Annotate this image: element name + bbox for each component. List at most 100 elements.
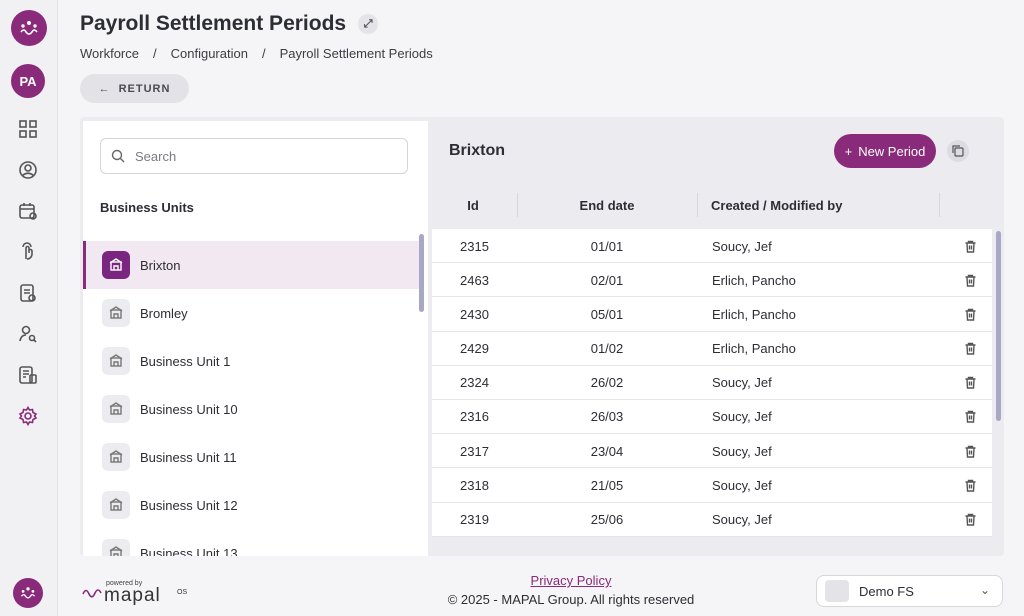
business-units-list: Brixton Bromley Business Unit 1 Business… <box>83 241 419 556</box>
cell-id: 2324 <box>460 375 489 391</box>
trash-icon[interactable] <box>962 297 978 331</box>
table-scrollbar[interactable] <box>996 231 1001 421</box>
page-title-text: Payroll Settlement Periods <box>80 12 347 35</box>
list-item[interactable]: Bromley <box>83 289 419 337</box>
bottom-app-logo[interactable] <box>13 578 43 608</box>
list-scrollbar[interactable] <box>419 234 424 312</box>
brand-logo: mapal <box>104 585 161 606</box>
expand-icon[interactable]: ⤢ <box>358 14 379 34</box>
trash-icon[interactable] <box>962 366 978 400</box>
column-divider <box>697 193 698 217</box>
table-row[interactable]: 2316 26/03 Soucy, Jef <box>432 399 992 435</box>
trash-icon[interactable] <box>962 229 978 263</box>
document-icon[interactable] <box>17 282 39 304</box>
trash-icon[interactable] <box>962 400 978 434</box>
table-row[interactable]: 2319 25/06 Soucy, Jef <box>432 502 992 537</box>
cell-created-by: Erlich, Pancho <box>712 341 796 357</box>
table-row[interactable]: 2463 02/01 Erlich, Pancho <box>432 263 992 298</box>
privacy-policy-link[interactable]: Privacy Policy <box>530 573 612 588</box>
column-header-end-date[interactable]: End date <box>579 197 635 213</box>
search-icon <box>111 149 125 163</box>
cell-end-date: 21/05 <box>590 477 624 493</box>
list-item[interactable]: Business Unit 1 <box>83 337 419 385</box>
touch-icon[interactable] <box>17 241 39 263</box>
table-row[interactable]: 2429 01/02 Erlich, Pancho <box>432 331 992 366</box>
people-logo-icon <box>20 587 36 599</box>
dashboard-icon[interactable] <box>17 118 39 140</box>
table-row[interactable]: 2430 05/01 Erlich, Pancho <box>432 297 992 332</box>
people-logo-icon <box>20 21 38 35</box>
company-name: Demo FS <box>859 583 914 599</box>
building-icon <box>102 395 130 423</box>
cell-end-date: 01/02 <box>590 341 624 357</box>
cell-created-by: Soucy, Jef <box>712 477 772 493</box>
cell-created-by: Erlich, Pancho <box>712 272 796 288</box>
new-period-label: New Period <box>858 143 926 159</box>
trash-icon[interactable] <box>962 332 978 366</box>
list-item[interactable]: Business Unit 12 <box>83 481 419 529</box>
breadcrumb: Workforce / Configuration / Payroll Sett… <box>80 46 433 61</box>
cell-id: 2316 <box>460 409 489 425</box>
table-row[interactable]: 2324 26/02 Soucy, Jef <box>432 365 992 400</box>
user-search-icon[interactable] <box>17 323 39 345</box>
cell-end-date: 01/01 <box>590 238 624 254</box>
list-item-label: Business Unit 10 <box>140 401 238 417</box>
cell-end-date: 25/06 <box>590 512 624 527</box>
table-row[interactable]: 2315 01/01 Soucy, Jef <box>432 229 992 264</box>
list-item-label: Business Unit 1 <box>140 353 231 369</box>
trash-icon[interactable] <box>962 468 978 502</box>
copyright-text: © 2025 - MAPAL Group. All rights reserve… <box>447 592 695 607</box>
building-icon <box>102 539 130 556</box>
report-icon[interactable] <box>17 364 39 386</box>
selected-unit-title: Brixton <box>449 142 505 159</box>
gear-icon[interactable] <box>17 405 39 427</box>
building-icon <box>102 491 130 519</box>
column-header-id[interactable]: Id <box>467 197 479 213</box>
breadcrumb-separator: / <box>153 46 157 61</box>
list-item[interactable]: Business Unit 11 <box>83 433 419 481</box>
calendar-icon[interactable] <box>17 200 39 222</box>
table-header: Id End date Created / Modified by <box>429 188 1004 222</box>
breadcrumb-workforce[interactable]: Workforce <box>80 46 139 61</box>
cell-id: 2317 <box>460 443 489 459</box>
list-item[interactable]: Business Unit 10 <box>83 385 419 433</box>
table-row[interactable]: 2317 23/04 Soucy, Jef <box>432 434 992 469</box>
return-button[interactable]: ← RETURN <box>80 74 189 103</box>
list-item-label: Bromley <box>140 305 188 321</box>
arrow-left-icon: ← <box>98 82 111 95</box>
trash-icon[interactable] <box>962 503 978 537</box>
breadcrumb-current: Payroll Settlement Periods <box>279 46 433 61</box>
list-item[interactable]: Business Unit 13 <box>83 529 419 556</box>
periods-table-body: 2315 01/01 Soucy, Jef 2463 02/01 Erlich, Pan… <box>432 229 992 541</box>
list-item-label: Business Unit 12 <box>140 497 238 513</box>
user-icon[interactable] <box>17 159 39 181</box>
cell-id: 2318 <box>460 477 489 493</box>
avatar[interactable]: PA <box>11 64 45 98</box>
business-units-panel <box>83 121 428 556</box>
cell-created-by: Soucy, Jef <box>712 238 772 254</box>
company-selector[interactable]: Demo FS ⌄ <box>816 575 1003 607</box>
list-item-label: Business Unit 13 <box>140 545 238 557</box>
plus-icon: + <box>844 143 853 159</box>
business-units-heading: Business Units <box>100 200 194 215</box>
copy-icon[interactable] <box>947 140 969 162</box>
search-input[interactable] <box>135 148 375 164</box>
list-item-brixton[interactable]: Brixton <box>83 241 419 289</box>
search-field[interactable] <box>100 138 408 174</box>
trash-icon[interactable] <box>962 263 978 297</box>
new-period-button[interactable]: + New Period <box>834 134 936 168</box>
breadcrumb-separator: / <box>261 46 266 61</box>
building-icon <box>102 251 130 279</box>
building-icon <box>102 347 130 375</box>
cell-end-date: 05/01 <box>590 306 624 322</box>
cell-id: 2463 <box>460 272 489 288</box>
cell-id: 2319 <box>460 512 489 527</box>
return-label: RETURN <box>118 82 171 95</box>
table-row[interactable]: 2318 21/05 Soucy, Jef <box>432 468 992 503</box>
app-logo[interactable] <box>11 10 47 46</box>
breadcrumb-configuration[interactable]: Configuration <box>170 46 248 61</box>
cell-created-by: Erlich, Pancho <box>712 306 796 322</box>
column-header-created-by[interactable]: Created / Modified by <box>711 197 843 213</box>
chevron-down-icon: ⌄ <box>979 583 990 597</box>
trash-icon[interactable] <box>962 434 978 468</box>
